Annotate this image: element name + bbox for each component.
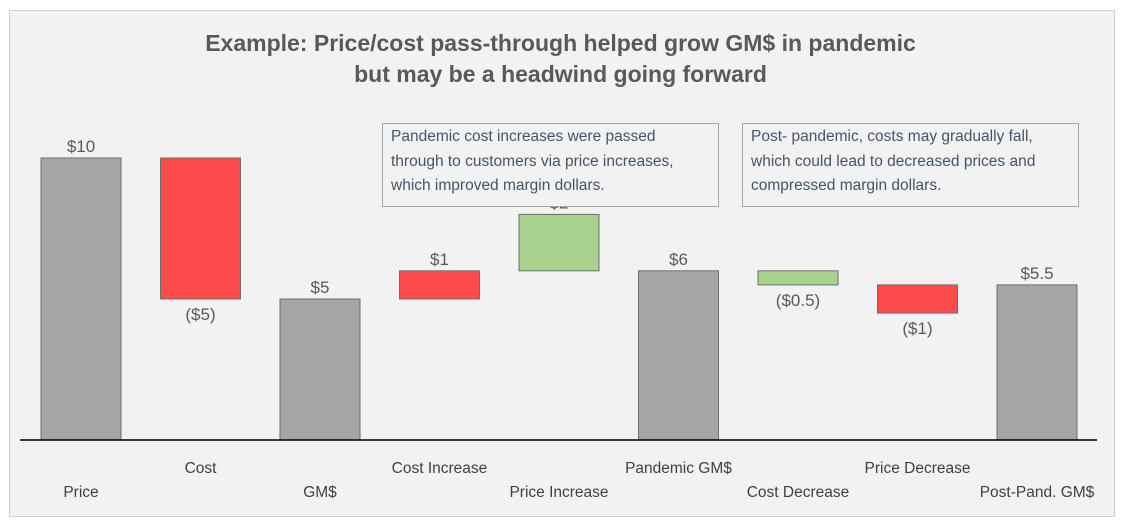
category-label-0: Price xyxy=(63,484,98,501)
data-label-0: $10 xyxy=(67,137,95,156)
bar-7 xyxy=(877,284,958,314)
annotation-box-post-pandemic: Post- pandemic, costs may gradually fall… xyxy=(742,123,1079,207)
bar-3 xyxy=(399,270,480,300)
data-label-5: $6 xyxy=(669,250,688,269)
bar-8 xyxy=(996,284,1078,441)
data-label-6: ($0.5) xyxy=(776,291,820,310)
bar-5 xyxy=(638,270,719,441)
category-label-1: Cost xyxy=(185,460,218,477)
bar-2 xyxy=(279,298,361,441)
bar-6 xyxy=(757,270,839,286)
category-label-6: Cost Decrease xyxy=(747,484,850,501)
annotation-box-pandemic: Pandemic cost increases were passed thro… xyxy=(382,123,719,207)
bar-4 xyxy=(518,213,600,272)
category-label-4: Price Increase xyxy=(509,484,608,501)
data-label-2: $5 xyxy=(311,278,330,297)
category-label-8: Post-Pand. GM$ xyxy=(980,484,1095,501)
data-label-8: $5.5 xyxy=(1020,264,1053,283)
category-label-3: Cost Increase xyxy=(392,460,488,477)
title-line-2: but may be a headwind going forward xyxy=(354,61,767,87)
data-label-3: $1 xyxy=(430,250,449,269)
title-line-1: Example: Price/cost pass-through helped … xyxy=(205,30,916,56)
category-label-7: Price Decrease xyxy=(865,460,971,477)
data-label-1: ($5) xyxy=(185,305,215,324)
category-label-2: GM$ xyxy=(303,484,337,501)
category-label-5: Pandemic GM$ xyxy=(625,460,732,477)
chart-title: Example: Price/cost pass-through helped … xyxy=(0,28,1121,90)
bar-1 xyxy=(160,157,241,300)
data-label-7: ($1) xyxy=(902,319,932,338)
bar-0 xyxy=(40,157,122,441)
